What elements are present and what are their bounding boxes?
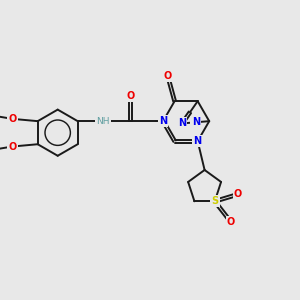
Text: O: O — [8, 142, 16, 152]
Text: N: N — [178, 118, 186, 128]
Text: S: S — [211, 196, 218, 206]
Text: O: O — [234, 189, 242, 200]
Text: O: O — [8, 114, 16, 124]
Text: N: N — [192, 117, 200, 127]
Text: O: O — [164, 71, 172, 81]
Text: NH: NH — [96, 117, 110, 126]
Text: N: N — [159, 116, 167, 126]
Text: N: N — [194, 136, 202, 146]
Text: O: O — [127, 91, 135, 101]
Text: O: O — [227, 217, 235, 227]
